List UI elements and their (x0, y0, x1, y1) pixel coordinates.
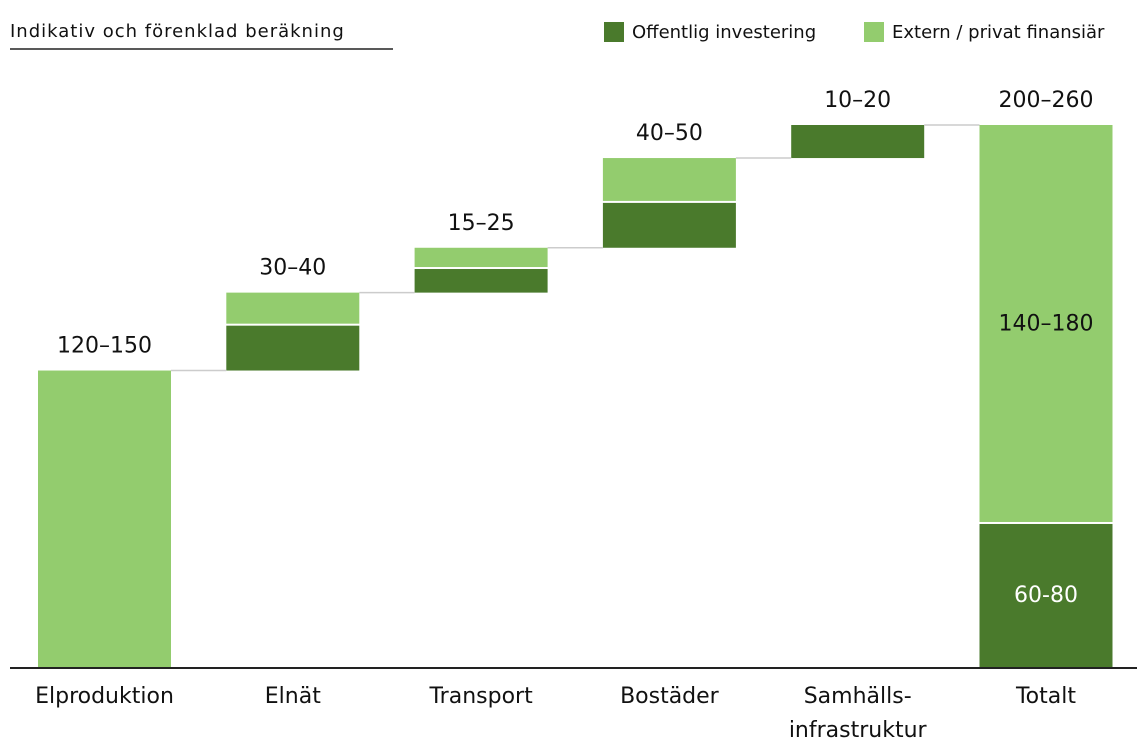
x-tick-label: Transport (428, 684, 533, 709)
bar-segment (414, 247, 548, 268)
range-label: 120–150 (57, 334, 152, 359)
x-tick-label: Totalt (1015, 684, 1076, 709)
bar-segment (414, 269, 548, 293)
x-tick-label: Elproduktion (35, 684, 174, 709)
x-tick-label: Bostäder (620, 684, 720, 709)
segment-label: 60-80 (1014, 583, 1078, 608)
range-label: 10–20 (824, 88, 891, 113)
legend-swatch (604, 22, 624, 42)
range-label: 40–50 (636, 121, 703, 146)
bar-segment (602, 202, 736, 248)
bar-segment (791, 125, 925, 159)
legend-label: Offentlig investering (632, 22, 816, 43)
bar-segment (38, 370, 171, 668)
bar-segment (226, 292, 360, 324)
range-label: 30–40 (259, 256, 326, 281)
x-tick-label: Samhälls-infrastruktur (789, 684, 928, 743)
chart-title: Indikativ och förenklad beräkning (10, 21, 345, 42)
legend-swatch (864, 22, 884, 42)
segment-label: 140–180 (999, 311, 1094, 336)
bar-segment (979, 523, 1113, 668)
range-label: 200–260 (999, 88, 1094, 113)
x-tick-label: Elnät (265, 684, 321, 709)
range-label: 15–25 (448, 211, 515, 236)
bar-segment (979, 125, 1113, 522)
bar-segment (226, 325, 360, 371)
bar-segment (602, 158, 736, 201)
legend-label: Extern / privat finansiär (892, 22, 1105, 43)
